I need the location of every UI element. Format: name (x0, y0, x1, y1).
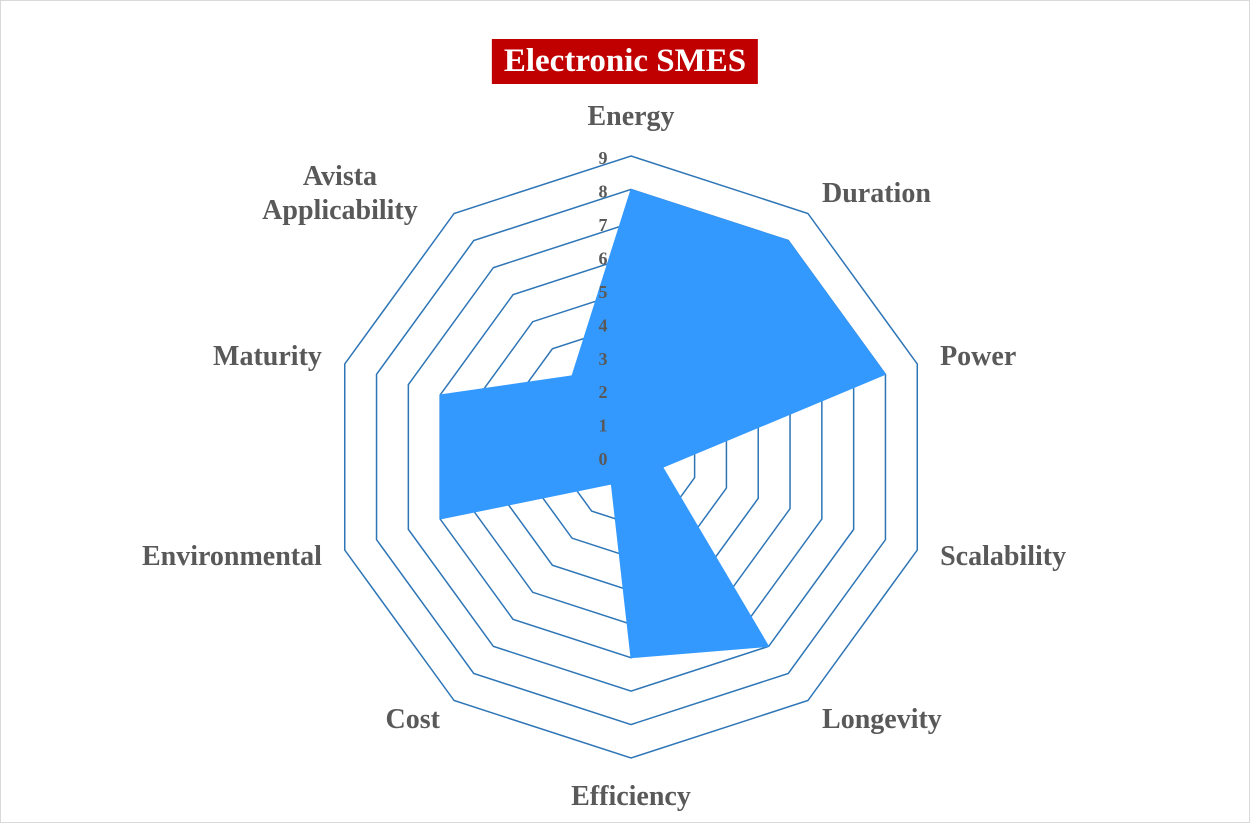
category-label: Duration (822, 178, 931, 210)
r-tick-label: 5 (599, 282, 608, 302)
category-label: Avista Applicability (262, 161, 418, 227)
chart-title: Electronic SMES (491, 39, 759, 84)
category-label: Power (940, 340, 1017, 372)
r-tick-label: 1 (599, 416, 608, 436)
r-tick-label: 7 (599, 215, 608, 235)
category-label: Longevity (822, 703, 942, 735)
category-label: Energy (587, 101, 675, 132)
category-label: Efficiency (571, 781, 691, 812)
category-label: Scalability (940, 541, 1067, 573)
data-area (439, 188, 887, 659)
r-tick-label: 3 (599, 349, 608, 369)
r-tick-label: 8 (599, 182, 608, 202)
category-label: Maturity (213, 340, 322, 372)
r-tick-label: 4 (599, 315, 608, 335)
category-label: Environmental (141, 541, 322, 573)
r-tick-label: 0 (599, 449, 608, 469)
r-tick-label: 9 (599, 148, 608, 168)
category-label: Cost (385, 703, 440, 735)
r-tick-label: 6 (599, 248, 608, 268)
r-tick-label: 2 (599, 382, 608, 402)
grid-ring (343, 155, 919, 759)
